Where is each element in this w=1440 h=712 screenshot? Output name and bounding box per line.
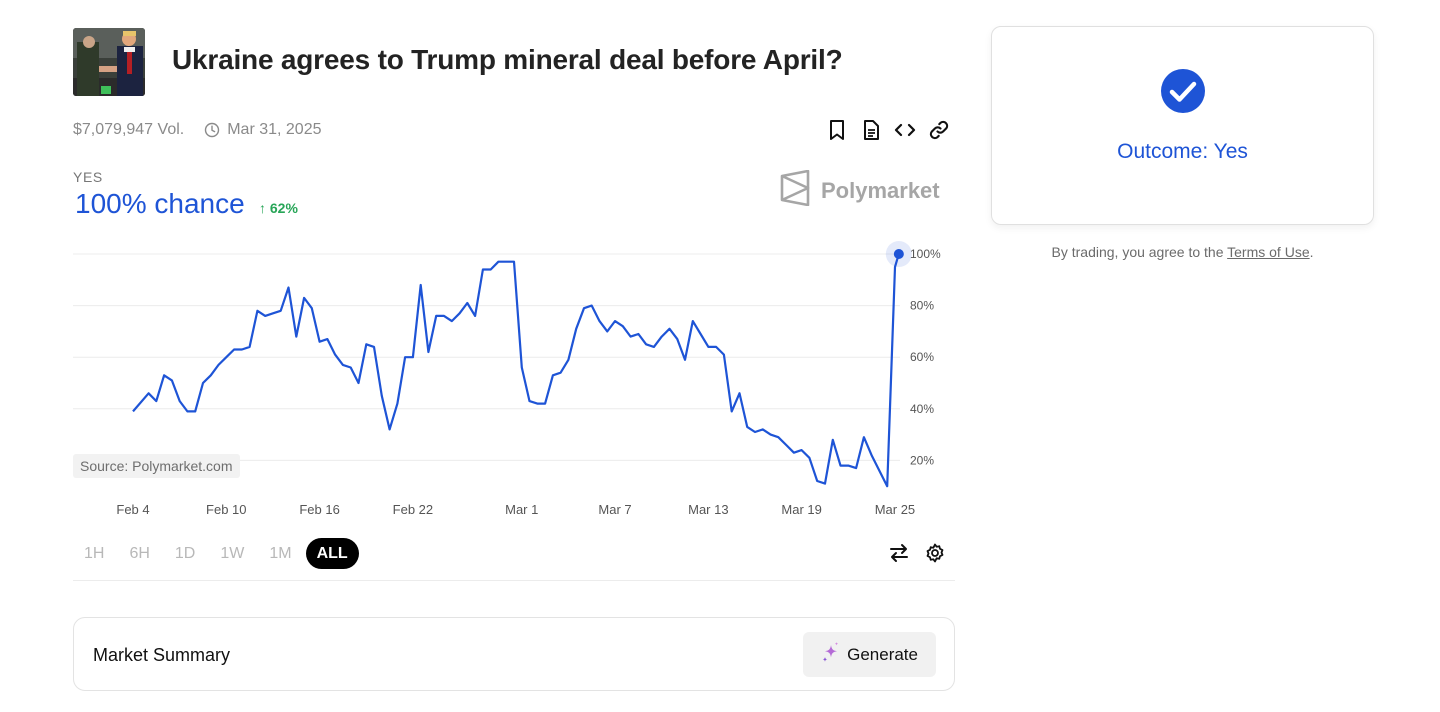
x-tick-label: Feb 16 <box>299 502 339 517</box>
market-title: Ukraine agrees to Trump mineral deal bef… <box>172 44 843 75</box>
outcome-text: Outcome: Yes <box>1117 140 1248 163</box>
terms-suffix: . <box>1309 244 1314 260</box>
y-tick-label: 100% <box>910 247 941 261</box>
range-all[interactable]: ALL <box>305 538 359 569</box>
x-tick-label: Mar 19 <box>781 502 821 517</box>
volume-text: $7,079,947 Vol. <box>73 121 185 138</box>
sparkle-icon <box>821 641 841 668</box>
x-tick-label: Feb 10 <box>206 502 246 517</box>
time-range-selector: 1H 6H 1D 1W 1M ALL <box>73 538 362 569</box>
x-tick-label: Mar 25 <box>875 502 915 517</box>
x-tick-label: Feb 22 <box>393 502 433 517</box>
chart-source: Source: Polymarket.com <box>73 454 240 478</box>
last-point <box>893 249 904 259</box>
market-thumbnail <box>73 28 145 96</box>
market-actions <box>826 119 950 141</box>
range-1m[interactable]: 1M <box>269 545 292 562</box>
arrow-up-icon: ↑ <box>259 200 266 216</box>
settings-gear-icon[interactable] <box>924 542 946 564</box>
generate-label: Generate <box>847 644 918 664</box>
y-tick-label: 80% <box>910 299 934 313</box>
code-embed-icon[interactable] <box>894 119 916 141</box>
outcome-label: YES <box>73 169 103 185</box>
polymarket-logo-icon <box>779 169 811 212</box>
price-line <box>132 253 900 488</box>
outcome-card: Outcome: Yes <box>991 26 1374 225</box>
polymarket-brand: Polymarket <box>779 169 940 212</box>
terms-prefix: By trading, you agree to the <box>1051 244 1228 260</box>
document-icon[interactable] <box>860 119 882 141</box>
clock-icon <box>204 122 220 138</box>
y-tick-label: 60% <box>910 350 934 364</box>
terms-notice: By trading, you agree to the Terms of Us… <box>991 244 1374 260</box>
x-tick-label: Feb 4 <box>116 502 149 517</box>
chance-value: 100% chance <box>75 188 245 219</box>
market-summary-title: Market Summary <box>93 645 231 665</box>
terms-of-use-link[interactable]: Terms of Use <box>1227 244 1310 260</box>
y-tick-label: 20% <box>910 453 934 467</box>
chart-tools <box>888 542 946 564</box>
check-circle-icon <box>1160 68 1206 119</box>
divider <box>73 580 955 581</box>
link-icon[interactable] <box>928 119 950 141</box>
swap-arrows-icon[interactable] <box>888 542 910 564</box>
brand-name: Polymarket <box>821 178 940 203</box>
range-6h[interactable]: 6H <box>129 545 150 562</box>
x-tick-label: Mar 13 <box>688 502 728 517</box>
range-1d[interactable]: 1D <box>174 545 196 562</box>
x-tick-label: Mar 1 <box>505 502 538 517</box>
change-value: 62% <box>269 200 298 216</box>
range-1h[interactable]: 1H <box>84 545 105 562</box>
market-meta: $7,079,947 Vol. Mar 31, 2025 <box>73 121 322 139</box>
generate-button[interactable]: Generate <box>803 632 936 677</box>
chance-change: ↑ 62% <box>259 200 298 216</box>
range-1w[interactable]: 1W <box>220 545 245 562</box>
y-tick-label: 40% <box>910 402 934 416</box>
end-date-text: Mar 31, 2025 <box>227 121 322 138</box>
last-point-halo <box>885 241 912 267</box>
bookmark-icon[interactable] <box>826 119 848 141</box>
market-summary-card: Market Summary Generate <box>73 617 955 691</box>
x-tick-label: Mar 7 <box>598 502 631 517</box>
